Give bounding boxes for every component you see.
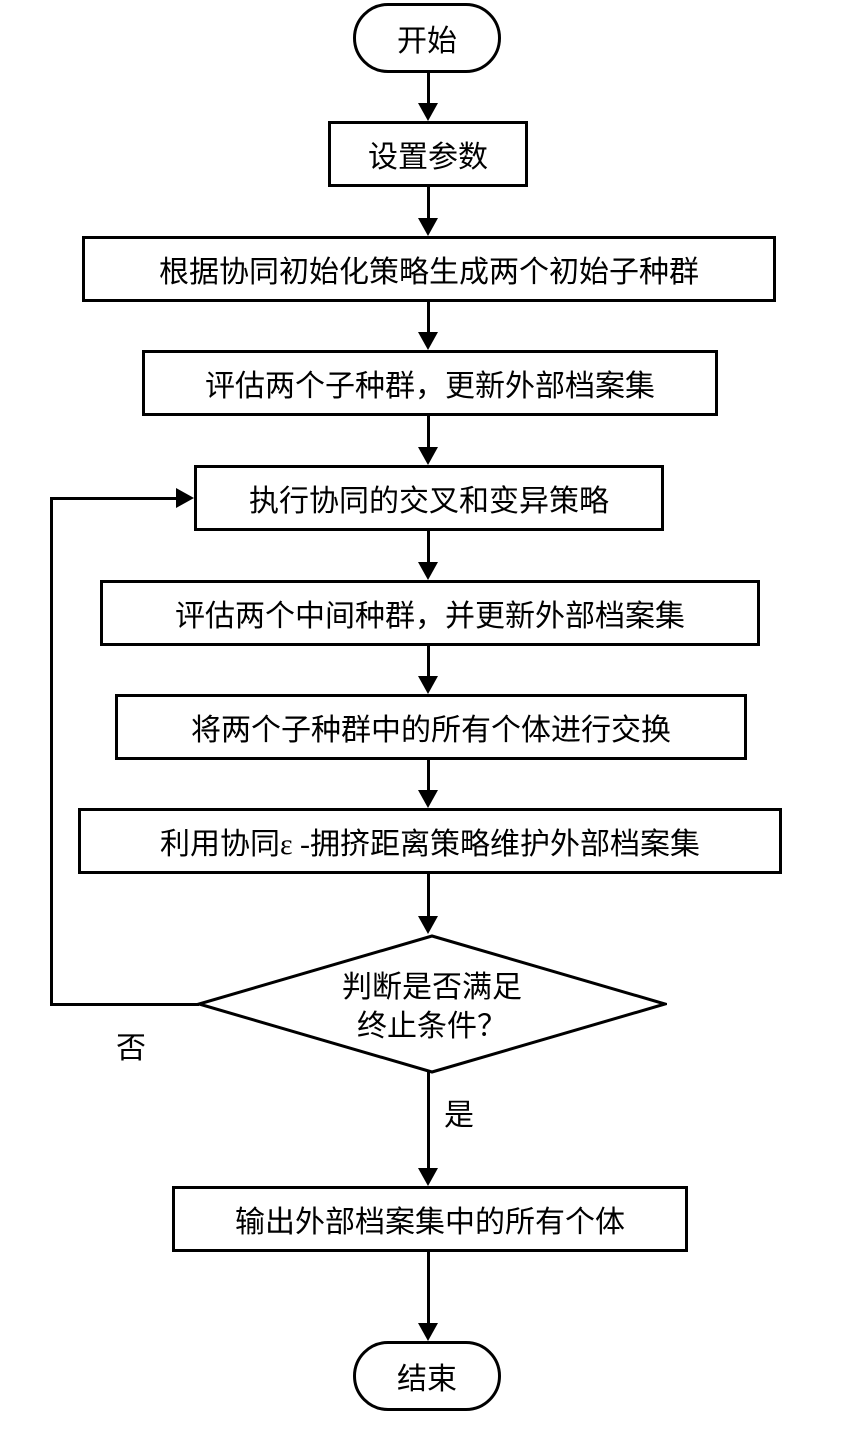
arrowhead xyxy=(418,1168,438,1186)
edge-n5-n6 xyxy=(427,646,430,678)
arrowhead xyxy=(418,103,438,121)
yes-label: 是 xyxy=(444,1090,474,1134)
epsilon-crowding-node: 利用协同ε -拥挤距离策略维护外部档案集 xyxy=(78,808,782,874)
arrowhead xyxy=(418,562,438,580)
edge-n6-n7 xyxy=(427,760,430,792)
set-params-label: 设置参数 xyxy=(368,132,488,176)
crossover-mutation-node: 执行协同的交叉和变异策略 xyxy=(194,465,664,531)
end-node: 结束 xyxy=(353,1341,501,1411)
edge-loop-h2 xyxy=(50,497,178,500)
edge-start-n1 xyxy=(427,73,430,105)
init-subpop-node: 根据协同初始化策略生成两个初始子种群 xyxy=(82,236,776,302)
arrowhead xyxy=(418,218,438,236)
eval-intermediate-label: 评估两个中间种群，并更新外部档案集 xyxy=(175,591,685,635)
eval-intermediate-node: 评估两个中间种群，并更新外部档案集 xyxy=(100,580,760,646)
eval-subpop-node: 评估两个子种群，更新外部档案集 xyxy=(142,350,718,416)
arrowhead-loop xyxy=(176,488,194,508)
decision-text-2: 终止条件？ xyxy=(357,1010,507,1043)
edge-n2-n3 xyxy=(427,302,430,334)
arrowhead xyxy=(418,676,438,694)
edge-n8-end xyxy=(427,1252,430,1325)
arrowhead xyxy=(418,790,438,808)
edge-n3-n4 xyxy=(427,416,430,449)
arrowhead xyxy=(418,447,438,465)
edge-loop-h1 xyxy=(50,1003,199,1006)
swap-individuals-label: 将两个子种群中的所有个体进行交换 xyxy=(191,705,671,749)
edge-n7-d1 xyxy=(427,874,430,918)
output-archive-node: 输出外部档案集中的所有个体 xyxy=(172,1186,688,1252)
output-archive-label: 输出外部档案集中的所有个体 xyxy=(235,1197,625,1241)
decision-label-line1: 判断是否满足 终止条件？ xyxy=(197,968,667,1046)
termination-decision-node: 判断是否满足 终止条件？ xyxy=(197,934,667,1074)
epsilon-crowding-label: 利用协同ε -拥挤距离策略维护外部档案集 xyxy=(160,819,700,863)
edge-n1-n2 xyxy=(427,187,430,220)
start-node: 开始 xyxy=(353,3,501,73)
flowchart-container: 开始 设置参数 根据协同初始化策略生成两个初始子种群 评估两个子种群，更新外部档… xyxy=(0,0,844,1433)
set-params-node: 设置参数 xyxy=(328,121,528,187)
decision-text-1: 判断是否满足 xyxy=(342,971,522,1004)
arrowhead xyxy=(418,916,438,934)
edge-loop-v xyxy=(50,497,53,1006)
edge-n4-n5 xyxy=(427,531,430,564)
end-label: 结束 xyxy=(397,1354,457,1398)
start-label: 开始 xyxy=(397,16,457,60)
no-label: 否 xyxy=(116,1023,146,1067)
init-subpop-label: 根据协同初始化策略生成两个初始子种群 xyxy=(159,247,699,291)
crossover-mutation-label: 执行协同的交叉和变异策略 xyxy=(249,476,609,520)
eval-subpop-label: 评估两个子种群，更新外部档案集 xyxy=(205,361,655,405)
edge-d1-n8 xyxy=(427,1072,430,1170)
swap-individuals-node: 将两个子种群中的所有个体进行交换 xyxy=(115,694,747,760)
arrowhead xyxy=(418,332,438,350)
arrowhead xyxy=(418,1323,438,1341)
